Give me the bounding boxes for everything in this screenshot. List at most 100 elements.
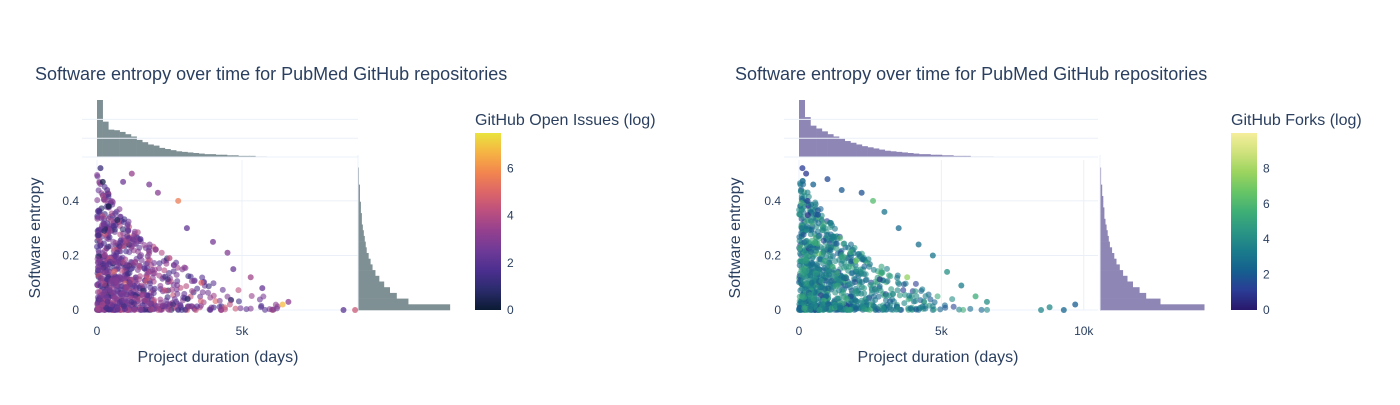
scatter-point — [824, 300, 831, 307]
colorbar-tick-label: 0 — [507, 303, 514, 317]
scatter-point — [1038, 307, 1045, 313]
x-histogram-bar — [181, 151, 188, 157]
x-histogram-bar — [884, 150, 891, 157]
scatter-point — [904, 274, 911, 281]
scatter-point — [840, 274, 847, 281]
y-histogram-bar — [1100, 190, 1103, 197]
scatter-point — [836, 302, 843, 309]
scatter-point — [116, 206, 123, 213]
scatter-point — [808, 226, 815, 233]
scatter-point — [100, 220, 107, 227]
scatter-point — [983, 298, 990, 305]
x-marginal-histogram — [799, 100, 994, 157]
scatter-point — [912, 280, 919, 287]
scatter-point — [235, 287, 242, 294]
x-histogram-bar — [215, 154, 222, 157]
y-histogram-bar — [358, 241, 366, 248]
scatter-points — [796, 165, 1079, 313]
scatter-point — [224, 249, 231, 256]
scatter-point — [950, 303, 957, 310]
scatter-point — [105, 193, 112, 200]
scatter-point — [165, 269, 172, 276]
colorbar — [475, 133, 501, 310]
scatter-point — [184, 296, 191, 303]
scatter-point — [199, 274, 206, 281]
scatter-point — [193, 303, 200, 310]
scatter-point — [808, 237, 815, 244]
y-histogram-bar — [1100, 241, 1110, 248]
scatter-point — [900, 281, 907, 288]
scatter-point — [124, 221, 131, 228]
scatter-point — [129, 265, 136, 272]
scatter-point — [879, 269, 886, 276]
colorbar-tick-label: 4 — [507, 209, 514, 223]
scatter-point — [895, 306, 902, 313]
scatter-point — [146, 280, 153, 287]
scatter-point — [144, 253, 151, 260]
scatter-point — [817, 292, 824, 299]
scatter-point — [218, 306, 225, 313]
x-axis-ticks: 0 5k — [94, 324, 250, 338]
scatter-point — [813, 211, 820, 218]
scatter-point — [889, 290, 896, 297]
scatter-point — [814, 265, 821, 272]
scatter-point — [1072, 301, 1079, 308]
scatter-point — [861, 290, 868, 297]
scatter-point — [944, 268, 951, 275]
x-histogram-bar — [193, 153, 200, 157]
scatter-point — [894, 272, 901, 279]
scatter-point — [799, 165, 806, 172]
x-histogram-bar — [244, 155, 250, 157]
x-histogram-bar — [856, 144, 863, 157]
scatter-point — [807, 217, 814, 224]
scatter-point — [861, 255, 868, 262]
scatter-point — [144, 292, 151, 299]
scatter-point — [113, 249, 120, 256]
scatter-point — [901, 300, 908, 307]
scatter-point — [843, 263, 850, 270]
y-histogram-bar — [1100, 304, 1205, 311]
scatter-point — [128, 170, 135, 177]
scatter-point — [838, 187, 845, 193]
scatter-point — [124, 233, 131, 240]
colorbar-title: GitHub Open Issues (log) — [475, 112, 656, 129]
scatter-point — [174, 290, 181, 297]
scatter-point — [156, 272, 163, 279]
y-histogram-bar — [1100, 253, 1115, 259]
x-axis-title: Project duration (days) — [138, 349, 299, 366]
scatter-point — [820, 237, 827, 244]
scatter-point — [117, 237, 124, 244]
scatter-point — [803, 253, 810, 260]
x-histogram-bar — [850, 142, 857, 157]
y-histogram-bar — [358, 304, 451, 311]
scatter-point — [857, 270, 864, 277]
scatter-point — [161, 267, 168, 274]
scatter-point — [94, 197, 101, 204]
scatter-point — [875, 293, 882, 300]
scatter-point — [168, 286, 175, 293]
scatter-point — [922, 293, 929, 300]
scatter-point — [813, 247, 820, 254]
scatter-point — [910, 298, 917, 305]
x-histogram-bar — [821, 131, 828, 157]
scatter-point — [104, 298, 111, 305]
y-marginal-histogram — [358, 167, 451, 311]
scatter-point — [833, 283, 840, 290]
scatter-point — [340, 307, 347, 313]
scatter-point — [848, 258, 855, 265]
scatter-point — [827, 247, 834, 254]
scatter-point — [141, 265, 148, 272]
y-histogram-bar — [358, 184, 360, 191]
x-histogram-bar — [964, 155, 971, 157]
scatter-point — [152, 246, 159, 253]
scatter-point — [825, 285, 832, 292]
y-axis-title: Software entropy — [727, 178, 744, 299]
scatter-point — [146, 181, 153, 188]
scatter-point — [808, 201, 815, 208]
x-histogram-bar — [187, 152, 194, 157]
scatter-point — [273, 305, 280, 312]
scatter-point — [880, 305, 887, 312]
scatter-point — [235, 298, 242, 305]
scatter-point — [105, 260, 112, 267]
